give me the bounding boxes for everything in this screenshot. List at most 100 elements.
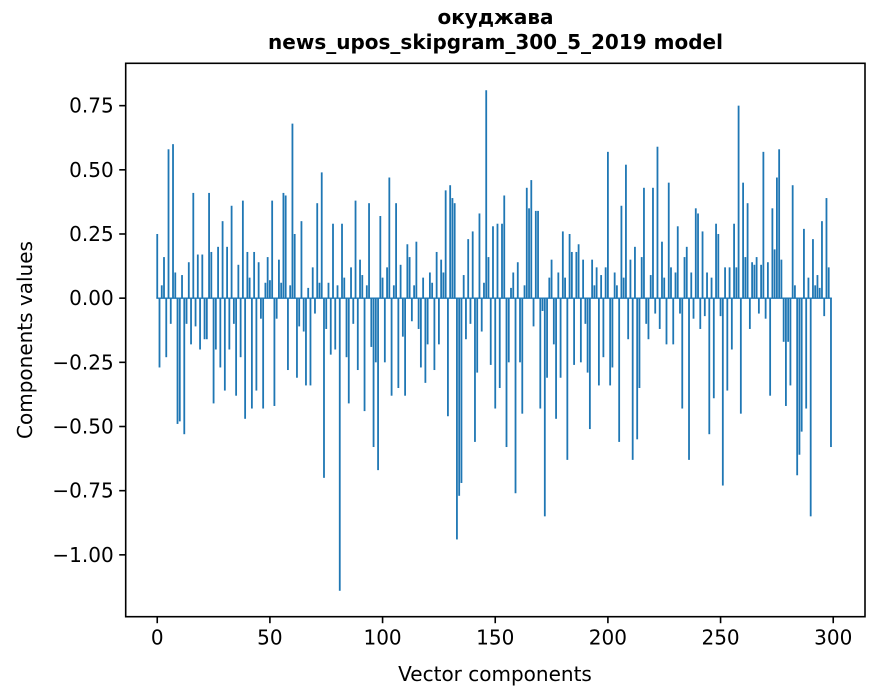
bar <box>478 213 481 299</box>
bar <box>316 203 319 299</box>
y-axis-label: Components values <box>13 241 37 439</box>
bar <box>602 298 605 358</box>
bar <box>570 251 573 299</box>
bar <box>334 298 337 350</box>
bar <box>447 298 449 417</box>
bar <box>199 298 201 350</box>
bar <box>336 285 339 299</box>
bar <box>789 298 792 386</box>
bar <box>325 298 328 329</box>
y-tick-label: 0.50 <box>69 158 114 182</box>
bar <box>694 208 697 299</box>
bar <box>410 298 413 322</box>
bar <box>426 298 429 345</box>
x-tick-label: 50 <box>257 626 282 650</box>
bar <box>435 251 438 299</box>
bar <box>658 298 661 329</box>
bar <box>280 282 283 299</box>
bar <box>710 277 713 299</box>
bar <box>800 298 803 432</box>
bar <box>726 298 729 391</box>
bar <box>347 298 350 404</box>
bar <box>791 185 794 299</box>
bar <box>462 275 465 299</box>
bar <box>469 298 472 324</box>
bar <box>237 264 240 299</box>
x-tick-label: 300 <box>814 626 852 650</box>
bar <box>221 221 224 299</box>
bar <box>471 231 474 299</box>
bar <box>318 282 321 299</box>
bar <box>667 182 670 299</box>
bar <box>404 298 406 396</box>
chart-title-line2: news_upos_skipgram_300_5_2019 model <box>268 30 723 54</box>
bar <box>431 282 434 299</box>
bar <box>512 272 515 299</box>
bar <box>419 298 422 368</box>
bar <box>697 213 699 299</box>
bar <box>516 262 519 299</box>
bar <box>805 298 808 409</box>
bar <box>183 298 186 435</box>
bar <box>392 285 395 299</box>
bar <box>616 285 618 299</box>
bar <box>311 267 314 299</box>
bar <box>706 272 708 299</box>
bar <box>604 267 607 299</box>
bar <box>187 262 190 299</box>
bar <box>532 298 535 327</box>
bar <box>415 241 418 299</box>
bar <box>600 275 603 299</box>
bar <box>196 254 199 299</box>
bar <box>208 192 210 299</box>
bar <box>165 298 168 358</box>
bar <box>343 277 346 299</box>
bar <box>654 298 657 314</box>
y-tick-label: −1.00 <box>52 543 113 567</box>
y-tick-label: −0.50 <box>52 415 113 439</box>
bar <box>625 164 627 299</box>
bar <box>730 298 733 350</box>
bar <box>764 298 767 319</box>
bar <box>679 298 681 314</box>
bar <box>564 277 566 299</box>
bar <box>703 298 706 317</box>
bar <box>345 298 348 358</box>
bar <box>773 249 776 299</box>
bar <box>433 298 436 371</box>
bar <box>690 272 693 299</box>
bar <box>341 223 343 299</box>
bar <box>190 298 192 345</box>
bar <box>728 267 731 299</box>
bar <box>388 177 391 299</box>
bar <box>613 272 616 299</box>
bar <box>744 257 747 299</box>
bar <box>226 246 228 299</box>
bar <box>597 298 600 386</box>
bar <box>588 298 591 430</box>
bar <box>546 298 548 378</box>
bar <box>510 287 512 299</box>
bar <box>309 298 312 386</box>
bar <box>300 221 303 299</box>
bar <box>525 187 528 299</box>
bar <box>663 277 666 299</box>
bar <box>505 298 508 448</box>
bar <box>194 298 197 327</box>
bar <box>397 298 400 388</box>
bar <box>174 272 177 299</box>
bar <box>201 254 204 299</box>
bar <box>753 264 756 299</box>
bar <box>453 203 456 299</box>
bar <box>501 223 503 299</box>
bar <box>163 257 165 299</box>
bar <box>399 264 402 299</box>
bar <box>622 277 625 299</box>
bar <box>634 246 636 299</box>
y-tick-label: 0.75 <box>69 94 114 118</box>
bar <box>715 223 717 299</box>
bar <box>548 277 551 299</box>
bar <box>320 172 323 299</box>
